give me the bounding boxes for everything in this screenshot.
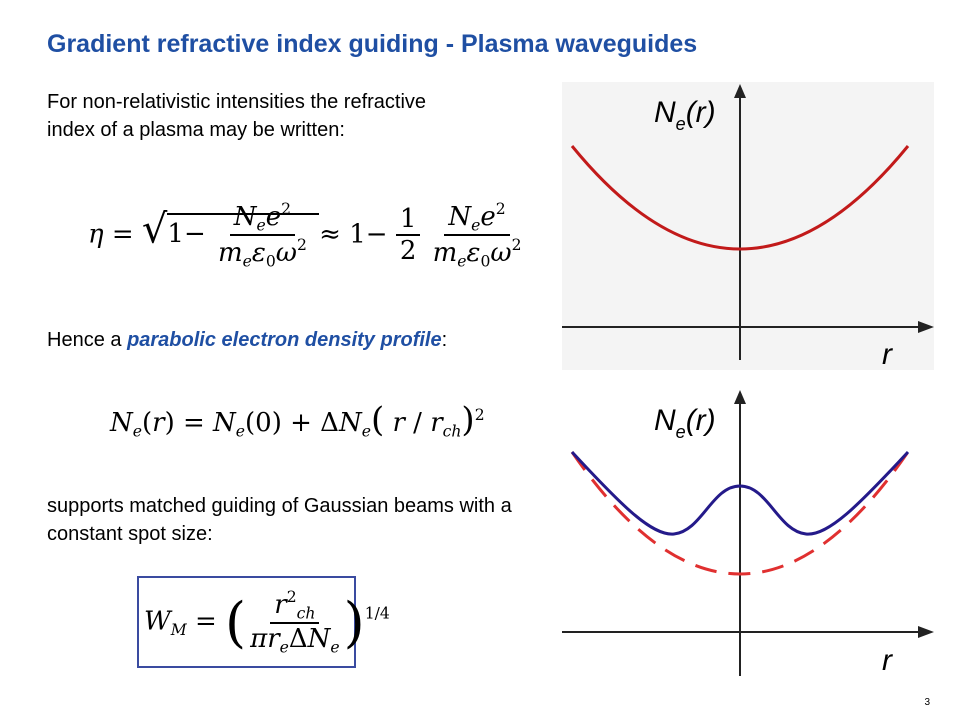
intro-text: For non-relativistic intensities the ref… bbox=[47, 91, 427, 141]
parabolic-dashed-curve bbox=[570, 451, 910, 576]
x-axis-arrow bbox=[918, 321, 934, 333]
density-plot-top: Ne(r) r bbox=[562, 82, 934, 370]
y-axis-label: Ne(r) bbox=[654, 404, 716, 442]
matched-guiding-text: supports matched guiding of Gaussian bea… bbox=[47, 495, 512, 545]
emphasis-text: parabolic electron density profile bbox=[127, 329, 442, 351]
parabolic-profile-text: Hence a parabolic electron density profi… bbox=[47, 326, 507, 354]
x-axis-arrow bbox=[918, 626, 934, 638]
page-number: 3 bbox=[924, 697, 930, 708]
plot-background bbox=[562, 82, 934, 370]
spot-size-equation-box bbox=[137, 576, 356, 668]
density-plot-bottom: Ne(r) r bbox=[562, 390, 934, 677]
exponent: 1/4 bbox=[364, 604, 390, 623]
spot-size-subscript: M bbox=[170, 620, 187, 639]
perturbed-density-curve bbox=[570, 450, 910, 536]
y-axis-arrow bbox=[734, 390, 746, 404]
spot-size-equation: WM = (r2ch πreΔNe)1/4 bbox=[144, 588, 390, 657]
x-axis-label: r bbox=[882, 644, 893, 677]
y-axis-label: Ne(r) bbox=[654, 96, 716, 134]
y-axis-arrow bbox=[734, 84, 746, 98]
slide-title: Gradient refractive index guiding - Plas… bbox=[47, 30, 698, 58]
text-suffix: : bbox=[441, 329, 448, 351]
parabolic-density-curve bbox=[570, 145, 910, 251]
x-axis-label: r bbox=[882, 338, 893, 370]
density-profile-equation: Ne(r) = Ne(0) + ΔNe( r / rch)2 bbox=[110, 400, 485, 441]
text-prefix: Hence a bbox=[47, 329, 128, 351]
